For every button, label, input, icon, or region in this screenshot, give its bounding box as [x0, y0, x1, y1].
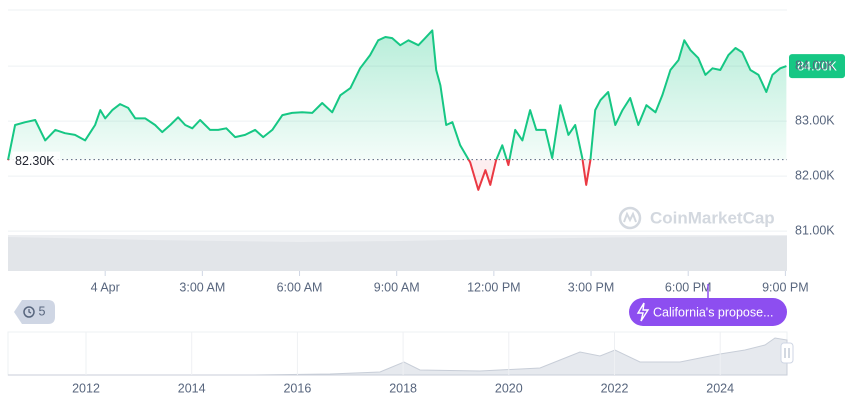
navigator-history	[8, 337, 788, 376]
watermark-text: CoinMarketCap	[650, 208, 775, 227]
y-tick-label: 83.00K	[795, 113, 835, 127]
watermark: CoinMarketCap	[618, 206, 775, 230]
x-tick-label: 3:00 AM	[179, 280, 225, 294]
current-price-label: 84.00K	[797, 59, 837, 73]
navigator-year: 2012	[72, 381, 100, 395]
x-tick-label: 4 Apr	[91, 280, 120, 294]
news-text: California's propose...	[653, 305, 774, 319]
news-pill[interactable]: California's propose...	[629, 284, 787, 326]
x-tick-label: 6:00 AM	[277, 280, 323, 294]
navigator-year: 2020	[495, 381, 523, 395]
event-count: 5	[39, 304, 46, 318]
navigator-year: 2022	[601, 381, 629, 395]
navigator-year: 2016	[283, 381, 311, 395]
y-tick-label: 81.00K	[795, 223, 835, 237]
navigator-year: 2018	[389, 381, 417, 395]
baseline-label-bg	[12, 151, 60, 168]
navigator-year: 2024	[706, 381, 734, 395]
x-tick-label: 6:00 PM	[665, 280, 712, 294]
price-line	[7, 29, 787, 191]
y-tick-label: 84.00K	[795, 58, 835, 72]
navigator-handle[interactable]	[780, 342, 794, 364]
navigator-year: 2014	[178, 381, 206, 395]
x-tick-label: 3:00 PM	[568, 280, 615, 294]
current-price-tag	[789, 54, 845, 79]
event-badge[interactable]: 5	[14, 300, 55, 324]
x-tick-label: 9:00 PM	[762, 280, 809, 294]
y-tick-label: 82.00K	[795, 168, 835, 182]
x-tick-label: 9:00 AM	[374, 280, 420, 294]
navigator[interactable]: 2012 2014 2016 2018 2020 2022 2024	[7, 331, 794, 395]
x-tick-label: 12:00 PM	[467, 280, 521, 294]
price-area	[8, 30, 787, 190]
volume-bars	[8, 236, 787, 271]
baseline-label: 82.30K	[15, 154, 55, 168]
